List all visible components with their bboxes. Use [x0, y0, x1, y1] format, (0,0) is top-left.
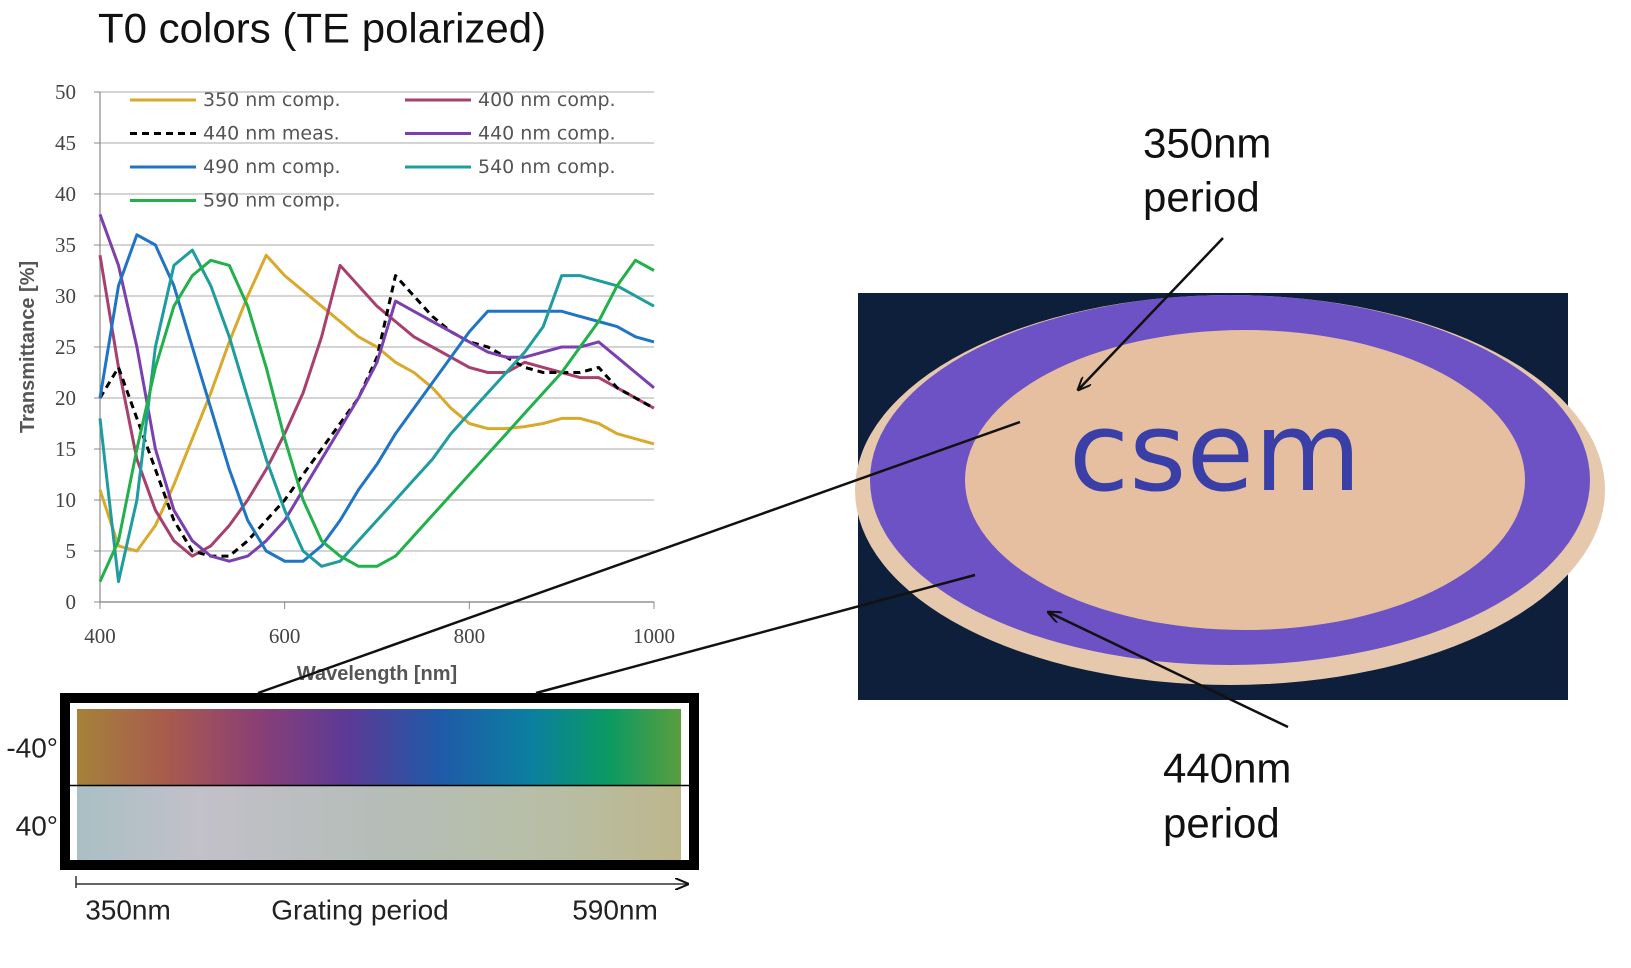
- arrow: [1048, 612, 1289, 729]
- series-line: [98, 248, 655, 584]
- x-tick-label: 600: [269, 624, 301, 648]
- series-line: [98, 254, 655, 558]
- y-tick-label: 25: [55, 335, 76, 359]
- y-axis-label: Transmittance [%]: [17, 261, 39, 433]
- series-line: [98, 253, 655, 553]
- y-tick-label: 15: [55, 437, 76, 461]
- line-chart: 0 5 10 15 20 25 30 35 40 45 50 400 600 800 1000 Wavelen…: [17, 80, 675, 685]
- photo: csem: [855, 293, 1605, 700]
- annotation: period: [1143, 174, 1260, 221]
- y-tick-label: 10: [55, 488, 76, 512]
- strip-row-label: -40°: [6, 733, 58, 764]
- y-tick-label: 40: [55, 182, 76, 206]
- x-tick-label: 1000: [633, 624, 675, 648]
- x-tick-label: 800: [454, 624, 486, 648]
- legend-label: 590 nm comp.: [203, 190, 341, 212]
- slide-title: T0 colors (TE polarized): [98, 5, 546, 52]
- x-axis-label: Wavelength [nm]: [297, 663, 457, 685]
- connector: [257, 420, 1021, 695]
- wafer-center: [965, 330, 1525, 630]
- y-tick-label: 20: [55, 386, 76, 410]
- legend-label: 540 nm comp.: [478, 156, 616, 178]
- legend-label: 440 nm comp.: [478, 123, 616, 145]
- annotations: 350nm period 440nm period: [257, 120, 1291, 847]
- y-tick-label: 30: [55, 284, 76, 308]
- y-tick-label: 5: [66, 539, 77, 563]
- y-tick-label: 35: [55, 233, 76, 257]
- logo: csem: [1069, 388, 1362, 516]
- series-line: [98, 213, 655, 563]
- axis-start: 350nm: [85, 895, 171, 926]
- axis-label: Grating period: [271, 895, 448, 926]
- legend-label: 440 nm meas.: [203, 123, 340, 145]
- y-tick-label: 0: [66, 590, 77, 614]
- legend-label: 350 nm comp.: [203, 89, 341, 111]
- series-line: [98, 258, 655, 583]
- annotation: 350nm: [1143, 120, 1271, 167]
- color-strip: -40° 40° 350nm Grating period 590nm: [6, 693, 699, 926]
- legend-label: 490 nm comp.: [203, 156, 341, 178]
- annotation: period: [1163, 800, 1280, 847]
- axis-end: 590nm: [572, 895, 658, 926]
- y-tick-label: 50: [55, 80, 76, 104]
- series-line: [98, 233, 655, 563]
- connector: [535, 573, 976, 695]
- arrow: [1078, 237, 1224, 390]
- strip-row: [77, 709, 681, 785]
- strip-row: [77, 786, 681, 860]
- annotation: 440nm: [1163, 745, 1291, 792]
- y-tick-label: 45: [55, 131, 76, 155]
- legend-label: 400 nm comp.: [478, 89, 616, 111]
- strip-row-label: 40°: [16, 811, 58, 842]
- x-tick-label: 400: [84, 624, 116, 648]
